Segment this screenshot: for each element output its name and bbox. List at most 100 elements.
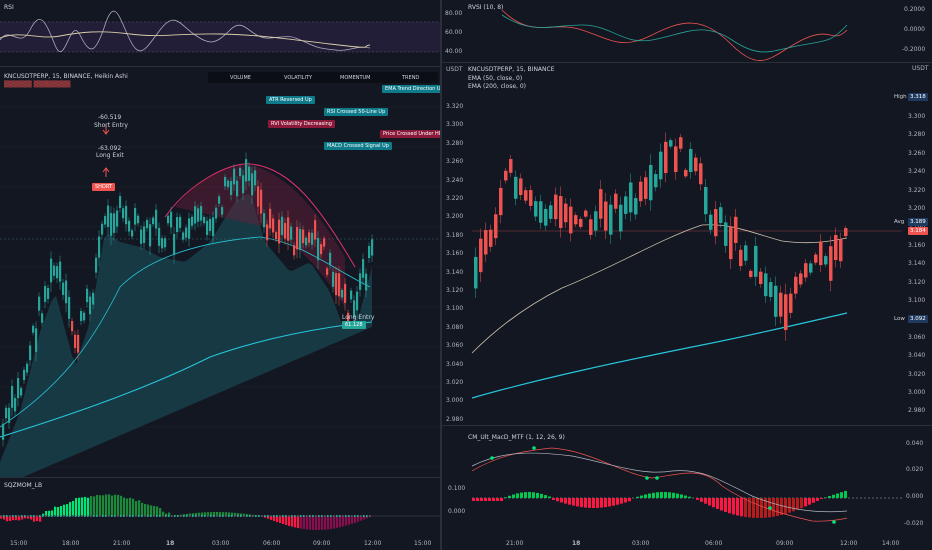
right-macd-pane[interactable]: CM_Ult_MacD_MTF (1, 12, 26, 9) 0.100 0.0… (442, 426, 932, 536)
candle (639, 181, 643, 202)
sqz-dot (318, 515, 320, 517)
candle (474, 256, 478, 289)
candle (47, 287, 50, 300)
candle (71, 320, 74, 332)
macd-bar (592, 498, 595, 508)
sqz-bar (279, 516, 282, 524)
candle (197, 208, 200, 222)
candle (68, 296, 71, 319)
sqz-bar (45, 510, 48, 516)
candle (74, 334, 77, 348)
sqz-dot (126, 515, 128, 517)
macd-bar (488, 498, 491, 501)
candle (233, 168, 236, 185)
candle (559, 196, 563, 228)
candle (101, 223, 104, 235)
cross-dot (768, 506, 772, 510)
candle (554, 194, 558, 220)
macd-bar (704, 498, 707, 504)
left-rsi-pane[interactable]: RSI (0, 0, 440, 66)
macd-bar (580, 498, 583, 508)
left-sqz-pane[interactable]: SQZMOM_LB (0, 478, 440, 536)
candle (574, 215, 578, 225)
candle (80, 311, 83, 322)
sqz-bar (90, 495, 93, 516)
candle (499, 187, 503, 216)
candle (104, 216, 107, 225)
candle (125, 205, 128, 225)
candle (814, 254, 818, 263)
cross-dot (655, 476, 659, 480)
macd-bar (540, 493, 543, 498)
cross-dot (832, 520, 836, 524)
candle (356, 291, 359, 311)
candle (212, 217, 215, 237)
sqz-bar (222, 512, 225, 516)
left-main-pane[interactable]: KNCUSDTPERP, 15, BINANCE, Heikin Ashi ▒▒… (0, 67, 440, 477)
sqz-bar (285, 516, 288, 526)
macd-bar (840, 492, 843, 498)
candle (65, 280, 68, 304)
macd-plot (471, 446, 902, 524)
sqz-dot (303, 515, 305, 517)
macd-bar (648, 493, 651, 498)
fast-ema-line (0, 236, 371, 428)
candle (227, 180, 230, 188)
right-main-pane[interactable]: KNCUSDTPERP, 15, BINANCE EMA (50, close,… (442, 63, 932, 425)
sqz-dot (51, 515, 53, 517)
rvsi-left-tick: 60.00 (445, 29, 463, 36)
sqz-bar (216, 512, 219, 516)
candle (308, 232, 311, 243)
rvsi-green-line (501, 14, 848, 53)
sqz-bar (282, 516, 285, 525)
sqz-dot (222, 515, 224, 517)
sqz-bar (306, 516, 309, 530)
candle (335, 273, 338, 296)
macd-bar (528, 492, 531, 498)
candle (659, 151, 663, 180)
macd-bar (472, 498, 475, 501)
macd-bar (844, 490, 847, 498)
sqz-dot (177, 515, 179, 517)
macd-bar (664, 492, 667, 498)
macd-bar (636, 496, 639, 498)
candle (143, 226, 146, 243)
price-tick-left: 3.000 (446, 397, 464, 405)
sqz-dot (279, 515, 281, 517)
candle (794, 276, 798, 294)
sqz-dot (156, 515, 158, 517)
candle (764, 273, 768, 297)
candle (774, 285, 778, 317)
sqz-dot (351, 515, 353, 517)
sqz-bar (96, 495, 99, 516)
candle (589, 219, 593, 235)
candle (323, 238, 326, 247)
sqz-bar (24, 516, 27, 519)
macd-bar (552, 498, 555, 500)
candle (754, 245, 758, 277)
candle (8, 407, 11, 423)
sqz-dot (204, 515, 206, 517)
macd-bar (776, 498, 779, 516)
candle (209, 218, 212, 232)
sqz-bar (3, 516, 6, 520)
candle (834, 235, 838, 261)
sqz-bar (351, 516, 354, 524)
sqz-bar (78, 497, 81, 516)
sqz-dot (138, 515, 140, 517)
high-label: High (892, 93, 909, 101)
candle (594, 211, 598, 231)
macd-bar (492, 498, 495, 501)
right-rvsi-pane[interactable]: RVSI (10, 8) 80.00 60.00 40.00 0.2000 0.… (442, 0, 932, 62)
candle (128, 220, 131, 232)
candle (191, 216, 194, 226)
candle (544, 208, 548, 226)
candle (509, 159, 513, 173)
candle (320, 244, 323, 255)
sqz-dot (228, 515, 230, 517)
sqz-bar (168, 512, 171, 516)
sqz-bar (312, 516, 315, 530)
sqz-bar (342, 516, 345, 527)
candle (839, 239, 843, 262)
sqz-bar (192, 513, 195, 516)
